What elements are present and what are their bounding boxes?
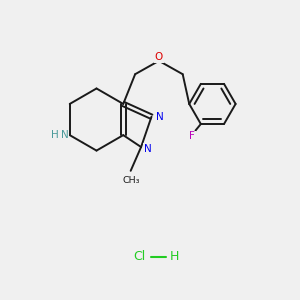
Text: O: O [155, 52, 163, 62]
Text: N: N [156, 112, 164, 122]
Text: Cl: Cl [134, 250, 146, 263]
Text: F: F [189, 131, 195, 142]
Text: CH₃: CH₃ [123, 176, 140, 185]
Text: N: N [144, 143, 152, 154]
Text: H: H [170, 250, 179, 263]
Text: N: N [61, 130, 68, 140]
Text: H: H [51, 130, 59, 140]
